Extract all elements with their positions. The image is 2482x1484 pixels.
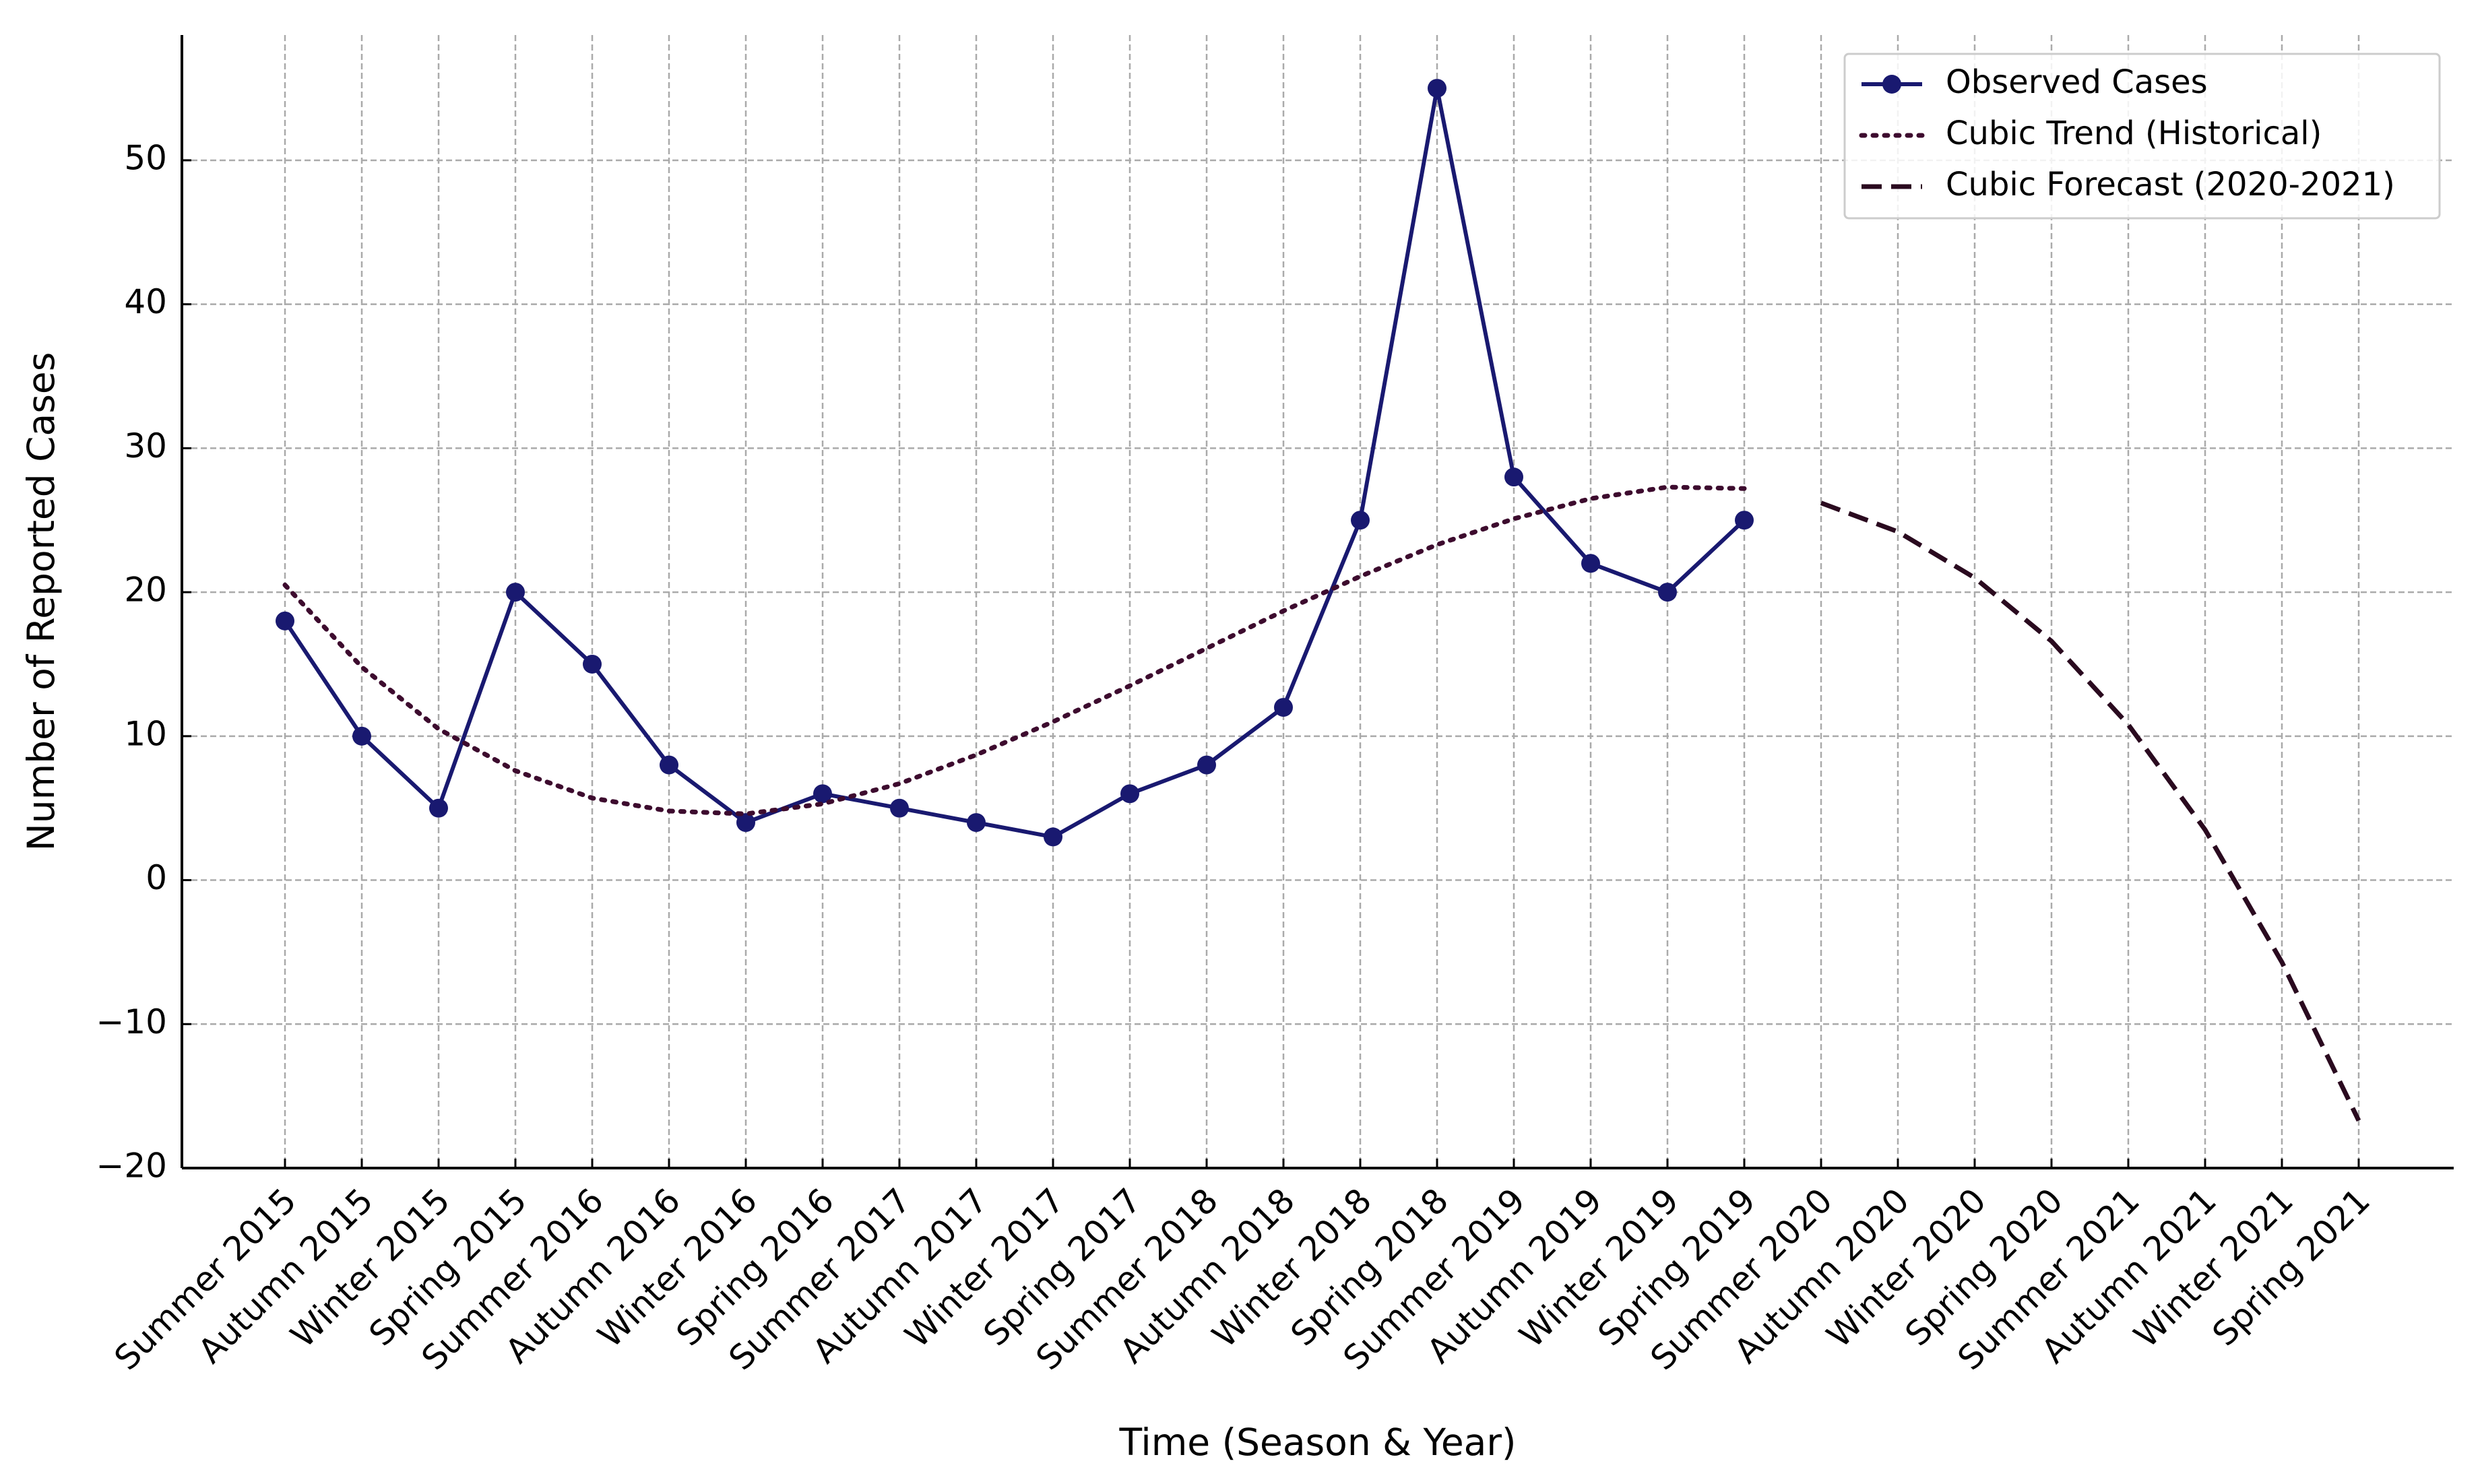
data-point <box>429 798 448 818</box>
data-point <box>736 813 755 833</box>
y-tick-label: −10 <box>96 1002 167 1041</box>
y-tick-label: 30 <box>124 426 167 465</box>
data-point <box>1504 467 1523 487</box>
data-point <box>890 798 909 818</box>
series-line <box>283 88 1746 839</box>
legend-box <box>1843 53 2441 220</box>
data-point <box>813 784 832 804</box>
data-point <box>583 654 602 674</box>
legend-marker <box>1882 75 1901 94</box>
y-tick-label: 0 <box>146 858 167 897</box>
legend-label: Cubic Trend (Historical) <box>1946 115 2322 152</box>
data-point <box>967 813 986 833</box>
series-line <box>282 484 1747 816</box>
y-tick-label: −20 <box>96 1147 167 1186</box>
y-axis-label: Number of Reported Cases <box>20 352 63 851</box>
data-point <box>506 583 525 602</box>
data-point <box>1197 755 1216 775</box>
series-line <box>1820 501 2361 1122</box>
y-tick-label: 20 <box>124 571 167 610</box>
data-point <box>1735 511 1754 530</box>
legend-label: Observed Cases <box>1946 63 2208 101</box>
data-point <box>1581 554 1600 573</box>
y-tick-label: 40 <box>124 282 167 321</box>
data-point <box>1120 784 1139 804</box>
data-point <box>1428 79 1446 98</box>
data-point <box>1351 511 1370 530</box>
data-point <box>1658 583 1677 602</box>
data-point <box>660 755 678 775</box>
y-tick-label: 10 <box>124 714 167 753</box>
data-point <box>276 611 294 631</box>
y-tick-label: 50 <box>124 138 167 177</box>
data-point <box>352 726 371 746</box>
legend-label: Cubic Forecast (2020-2021) <box>1946 166 2395 203</box>
data-point <box>1044 827 1062 847</box>
data-point <box>1274 698 1293 717</box>
x-axis-label: Time (Season & Year) <box>1119 1421 1517 1464</box>
